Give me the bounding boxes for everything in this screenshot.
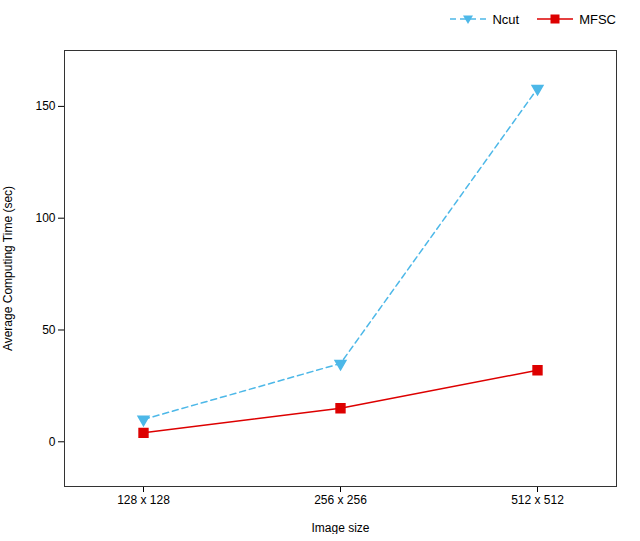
svg-text:Image size: Image size (311, 521, 369, 535)
svg-text:0: 0 (49, 435, 56, 449)
svg-text:Average Computing Time (sec): Average Computing Time (sec) (1, 186, 15, 351)
svg-text:50: 50 (42, 323, 56, 337)
html-text:MFSC: MFSC (579, 11, 616, 27)
svg-text:256 x 256: 256 x 256 (314, 493, 367, 507)
html-text:Ncut: Ncut (492, 11, 520, 27)
svg-text:150: 150 (35, 99, 55, 113)
svg-text:512 x 512: 512 x 512 (511, 493, 564, 507)
svg-text:100: 100 (35, 211, 55, 225)
svg-text:128 x 128: 128 x 128 (117, 493, 170, 507)
